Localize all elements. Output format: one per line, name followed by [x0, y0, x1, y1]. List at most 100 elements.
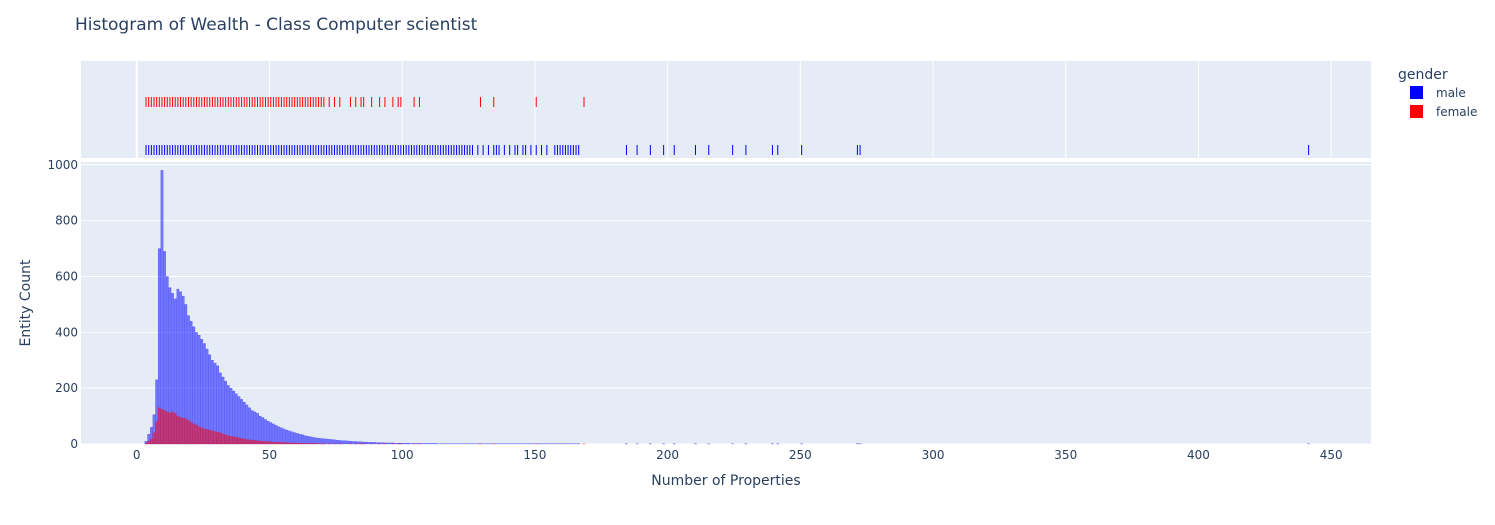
bar-male — [224, 381, 227, 445]
bar-female — [293, 442, 296, 445]
bar-female — [187, 420, 190, 445]
bar-male — [346, 440, 350, 445]
bar-male — [375, 442, 379, 445]
bar-male — [269, 422, 273, 445]
y-tick-label: 0 — [70, 437, 78, 451]
bar-male — [325, 438, 328, 445]
bar-male — [420, 443, 424, 445]
x-axis-ticks: 0 50 100 150 200 250 300 350 400 450 — [133, 448, 1343, 462]
bar-male — [394, 443, 397, 445]
legend-title: gender — [1398, 67, 1448, 83]
histogram-female-bars — [144, 407, 586, 445]
bar-female — [264, 441, 267, 445]
bar-female — [195, 424, 198, 445]
bar-male — [242, 401, 246, 445]
x-tick-label: 300 — [922, 448, 945, 462]
bar-female — [253, 440, 257, 445]
bar-male — [277, 426, 281, 445]
bar-male — [404, 443, 408, 445]
x-tick-label: 250 — [789, 448, 812, 462]
bar-male — [434, 443, 437, 445]
bar-male — [261, 417, 265, 445]
bar-male — [415, 443, 419, 445]
bar-male — [301, 434, 304, 445]
bar-male — [341, 440, 344, 445]
legend-item-male[interactable]: male — [1410, 86, 1466, 100]
bar-male — [311, 437, 315, 445]
legend-label-female: female — [1436, 105, 1477, 119]
bar-female — [272, 441, 275, 445]
bar-male — [327, 439, 331, 445]
bar-female — [306, 443, 310, 445]
bar-female — [295, 443, 299, 445]
bar-male — [264, 419, 267, 445]
bar-female — [234, 437, 238, 445]
bar-male — [365, 441, 368, 445]
x-tick-label: 200 — [656, 448, 679, 462]
bar-female — [277, 442, 281, 445]
bar-female — [224, 434, 227, 445]
bar-male — [229, 388, 233, 445]
bar-female — [181, 418, 185, 445]
chart-title: Histogram of Wealth - Class Computer sci… — [75, 15, 478, 35]
y-tick-label: 400 — [55, 325, 78, 339]
bar-female — [285, 442, 289, 445]
bar-male — [245, 404, 249, 445]
bar-female — [213, 431, 217, 445]
x-tick-label: 400 — [1187, 448, 1210, 462]
bar-female — [240, 438, 243, 445]
bar-female — [298, 443, 302, 445]
bar-female — [176, 415, 180, 445]
y-tick-label: 200 — [55, 381, 78, 395]
bar-male — [288, 430, 291, 445]
bar-female — [189, 422, 193, 445]
bar-female — [314, 443, 318, 445]
bar-male — [272, 423, 275, 445]
bar-female — [197, 426, 201, 445]
bar-male — [410, 443, 413, 445]
bar-female — [280, 442, 283, 445]
bar-female — [216, 432, 220, 445]
bar-male — [333, 439, 336, 445]
bar-male — [282, 428, 286, 445]
bar-female — [144, 443, 148, 445]
y-axis-ticks: 0 200 400 600 800 1000 — [47, 158, 78, 451]
legend-item-female[interactable]: female — [1410, 105, 1477, 119]
bar-male — [351, 441, 355, 445]
bar-female — [163, 410, 166, 445]
bar-female — [155, 421, 158, 445]
bar-male — [367, 442, 371, 445]
legend-swatch-female — [1410, 105, 1423, 118]
bar-male — [386, 442, 389, 445]
bar-male — [280, 427, 283, 445]
bar-male — [388, 442, 392, 445]
legend-swatch-male — [1410, 86, 1423, 99]
bar-male — [423, 443, 427, 445]
bar-male — [402, 443, 405, 445]
bar-female — [242, 438, 246, 445]
bar-female — [269, 441, 273, 445]
bar-male — [428, 443, 432, 445]
bar-male — [240, 399, 243, 445]
bar-female — [150, 438, 153, 445]
legend[interactable]: gender male female — [1398, 67, 1477, 119]
bar-male — [290, 431, 294, 445]
rug-female-marks — [145, 97, 585, 107]
bar-female — [208, 429, 212, 445]
bar-male — [232, 390, 235, 445]
x-tick-label: 0 — [133, 448, 141, 462]
bar-male — [319, 438, 323, 445]
bar-female — [256, 440, 259, 445]
bar-male — [314, 437, 318, 445]
bar-female — [179, 417, 182, 445]
bar-female — [301, 443, 304, 445]
bar-female — [282, 442, 286, 445]
bar-male — [303, 435, 307, 445]
bar-male — [306, 436, 310, 445]
x-tick-label: 100 — [391, 448, 414, 462]
bar-male — [266, 420, 270, 445]
bar-female — [288, 442, 291, 445]
bar-female — [205, 429, 209, 445]
bar-female — [226, 435, 230, 445]
bar-female — [171, 411, 174, 445]
